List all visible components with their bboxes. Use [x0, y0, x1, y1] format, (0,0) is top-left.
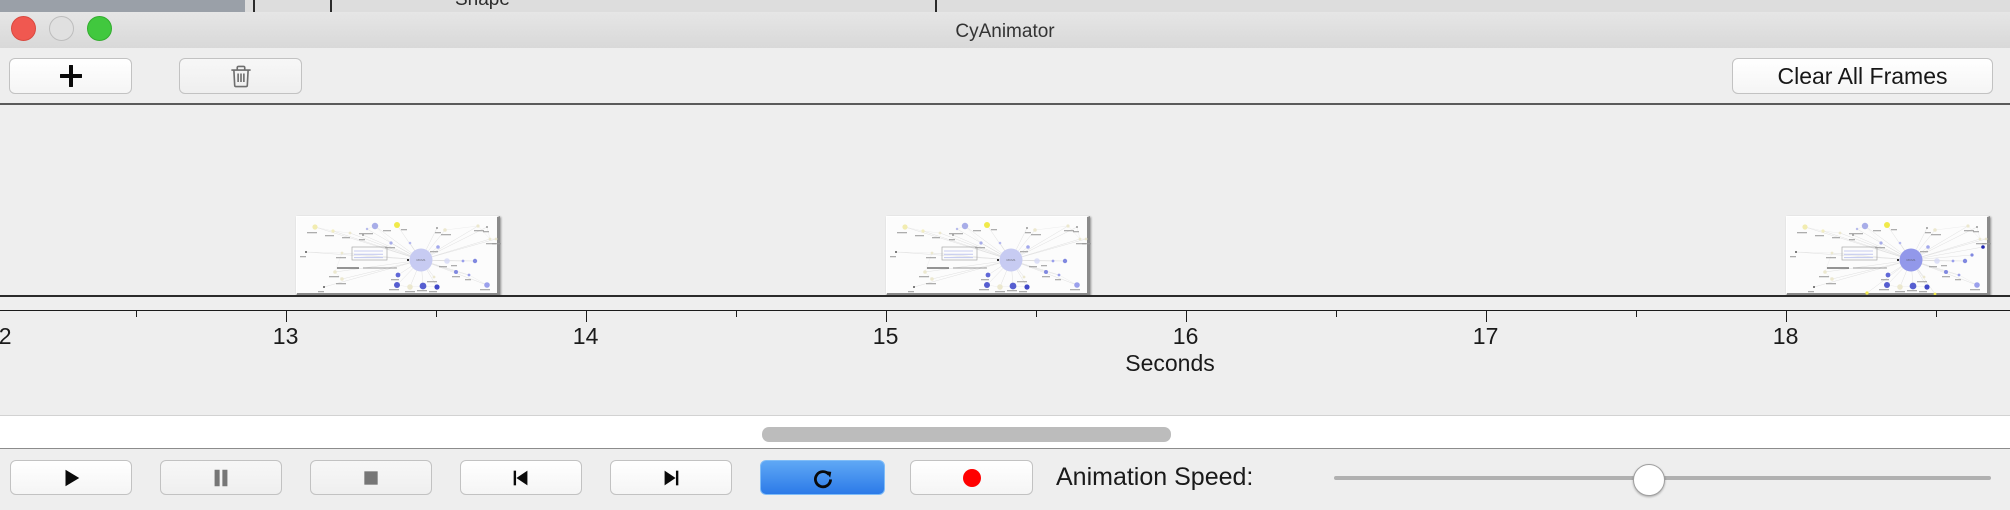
svg-text:MCM1: MCM1: [416, 258, 425, 262]
svg-text:MCM1: MCM1: [1906, 258, 1915, 262]
svg-text:MCM1: MCM1: [1006, 258, 1015, 262]
